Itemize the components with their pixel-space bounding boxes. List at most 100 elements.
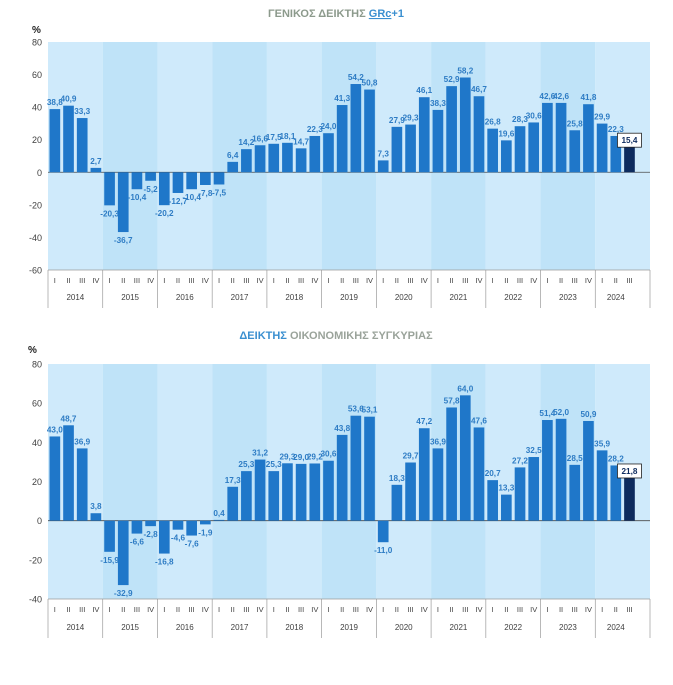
chart2-quarter-label: III (626, 605, 632, 614)
chart2-quarter-label: I (546, 605, 548, 614)
chart2-data-label: 25,3 (238, 460, 254, 469)
chart1-bar (268, 143, 280, 173)
chart2-data-label: 28,2 (608, 454, 624, 463)
chart2-quarter-label: II (121, 605, 125, 614)
chart1-bar (90, 167, 102, 173)
chart2-bar (104, 520, 115, 552)
chart2-quarter-label: I (273, 605, 275, 614)
chart2-data-label: 25,3 (266, 460, 282, 469)
chart1-bar (432, 109, 444, 173)
chart2-data-label: 29,3 (279, 452, 295, 461)
chart1-quarter-label: IV (421, 276, 428, 285)
chart1-quarter-label: II (66, 276, 70, 285)
chart2-title: ΔΕΙΚΤΗΣ ΟΙΚΟΝΟΜΙΚΗΣ ΣΥΓΚΥΡΙΑΣ (239, 330, 433, 342)
chart2-quarter-label: IV (421, 605, 428, 614)
chart1-bar (282, 142, 293, 173)
chart2-bar (542, 420, 553, 521)
chart2-quarter-label: II (340, 605, 344, 614)
chart2-quarter-label: III (407, 605, 413, 614)
chart2-bar (158, 520, 170, 554)
chart1-bar (186, 172, 197, 190)
chart1-data-label: 29,3 (403, 114, 419, 123)
chart2-bar (200, 520, 211, 525)
chart2-data-label: 47,6 (471, 416, 487, 425)
chart2-data-label: 0,4 (213, 509, 225, 518)
chart1-data-label: 54,2 (348, 73, 364, 82)
chart2-quarter-label: II (614, 605, 618, 614)
chart1-bar (254, 145, 266, 173)
chart1-quarter-label: III (79, 276, 85, 285)
chart1-data-label: 19,6 (498, 129, 514, 138)
chart1-ytick-label: 40 (32, 103, 42, 113)
chart2-bar (432, 448, 444, 521)
chart2-data-label: 36,9 (74, 437, 90, 446)
chart1-year-label: 2014 (66, 293, 84, 302)
chart2-quarter-label: II (504, 605, 508, 614)
chart2-data-label: 47,2 (416, 417, 432, 426)
chart1-bar (323, 133, 334, 173)
chart1-data-label: 28,3 (512, 115, 528, 124)
chart2-bar (145, 520, 156, 527)
chart2-data-label: 29,7 (403, 452, 419, 461)
chart2-bar (350, 415, 362, 521)
chart1-year-label: 2023 (559, 293, 577, 302)
chart2-data-label: -6,6 (130, 538, 145, 547)
chart1-data-label: -7,5 (212, 189, 227, 198)
chart2-quarter-label: I (382, 605, 384, 614)
chart1-bar (459, 77, 471, 173)
chart2-data-label: 29,2 (307, 452, 323, 461)
chart1-data-label: 33,3 (74, 107, 90, 116)
chart1-data-label: 25,8 (567, 119, 583, 128)
chart1-data-label: 14,7 (293, 137, 309, 146)
chart1-quarter-label: III (243, 276, 249, 285)
chart1-data-label: 52,9 (444, 75, 460, 84)
chart2-ytick-label: 80 (32, 360, 42, 370)
chart2-year-label: 2024 (607, 623, 625, 632)
chart1-bar (336, 105, 348, 173)
chart1-data-label: 46,7 (471, 85, 487, 94)
chart1-bar (241, 149, 252, 173)
chart2-year-label: 2018 (285, 623, 303, 632)
chart1-ytick-label: 20 (32, 135, 42, 145)
chart1-quarter-label: II (340, 276, 344, 285)
chart1-data-label: 30,6 (526, 111, 542, 120)
chart1-data-label: 38,3 (430, 99, 446, 108)
chart1-bar (145, 172, 156, 181)
chart1-quarter-label: III (626, 276, 632, 285)
chart2-ytick-label: -20 (29, 555, 42, 565)
chart1-title-part1: ΓΕΝΙΚΟΣ ΔΕΙΚΤΗΣ (268, 8, 369, 20)
chart2-data-label: -4,6 (171, 534, 186, 543)
chart1-quarter-label: IV (311, 276, 318, 285)
chart1-quarter-label: II (176, 276, 180, 285)
chart2-data-label: -32,9 (114, 589, 133, 598)
chart2-bar (117, 520, 129, 586)
chart1-bar (117, 172, 129, 233)
chart2-data-label: 48,7 (61, 414, 77, 423)
chart2-quarter-label: I (327, 605, 329, 614)
chart1-quarter-label: I (437, 276, 439, 285)
chart2-data-label: 36,9 (430, 437, 446, 446)
chart1-quarter-label: III (517, 276, 523, 285)
chart2-data-label: 27,2 (512, 456, 528, 465)
chart2-quarter-label: IV (585, 605, 592, 614)
chart2-ytick-label: 20 (32, 477, 42, 487)
chart2-data-label: 51,4 (539, 409, 555, 418)
chart2-quarter-label: III (462, 605, 468, 614)
chart2-bar (172, 520, 184, 530)
chart1-quarter-label: IV (92, 276, 99, 285)
chart2-quarter-label: I (437, 605, 439, 614)
chart1-quarter-label: II (395, 276, 399, 285)
chart1-quarter-label: IV (530, 276, 537, 285)
chart2-data-label: 53,1 (362, 406, 378, 415)
chart2-bar (624, 477, 635, 521)
chart1-bar (391, 126, 403, 173)
chart1-data-label: 26,8 (485, 118, 501, 127)
chart2-last-label-box (617, 463, 642, 479)
chart1-data-label: -10,4 (182, 193, 201, 202)
chart2-bar (555, 418, 567, 521)
chart1-data-label: -12,7 (169, 197, 188, 206)
chart2-bar (569, 464, 581, 521)
chart2-bar (459, 395, 471, 521)
